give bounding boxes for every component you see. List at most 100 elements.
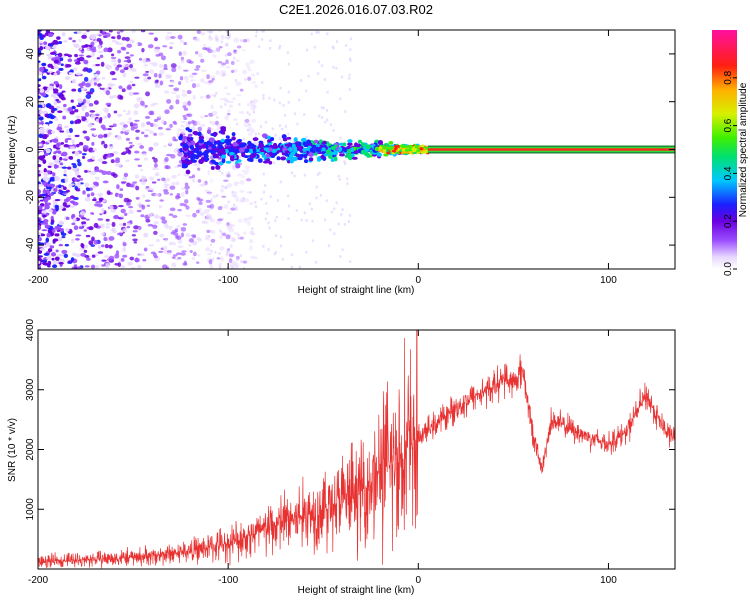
signal-blob	[252, 137, 259, 142]
noise-speckle	[162, 45, 168, 48]
signal-blob	[267, 135, 271, 140]
noise-speckle	[82, 144, 89, 150]
noise-speckle	[165, 35, 171, 41]
noise-speckle	[50, 93, 57, 98]
noise-speckle	[141, 58, 148, 64]
noise-speckle	[59, 227, 64, 232]
noise-speckle	[207, 208, 213, 211]
noise-speckle	[58, 220, 64, 226]
noise-wisp	[234, 78, 238, 82]
colorbar-tick-label: 0.8	[723, 70, 734, 84]
signal-blob	[178, 135, 184, 141]
noise-speckle	[99, 223, 105, 229]
noise-speckle	[163, 90, 170, 94]
noise-speckle	[38, 173, 42, 177]
noise-speckle	[65, 228, 70, 232]
noise-speckle	[48, 85, 54, 91]
noise-speckle	[93, 100, 99, 105]
noise-speckle	[91, 150, 95, 153]
noise-speckle	[184, 182, 189, 186]
noise-speckle	[160, 55, 167, 61]
signal-blob	[209, 137, 215, 143]
noise-wisp	[346, 182, 349, 186]
noise-wisp	[332, 46, 335, 50]
noise-wisp	[303, 173, 307, 177]
signal-blob	[357, 139, 362, 144]
noise-speckle	[114, 159, 121, 164]
noise-speckle	[38, 107, 43, 111]
noise-speckle	[212, 216, 218, 222]
signal-blob	[308, 157, 314, 162]
noise-wisp	[276, 198, 280, 202]
noise-speckle	[103, 115, 109, 119]
noise-speckle	[46, 183, 50, 187]
signal-blob	[221, 158, 226, 164]
noise-speckle	[116, 135, 122, 140]
noise-speckle	[115, 250, 120, 256]
noise-wisp	[305, 135, 308, 139]
noise-speckle	[178, 81, 182, 86]
noise-speckle	[73, 177, 78, 182]
noise-speckle	[210, 177, 215, 183]
noise-speckle	[236, 173, 243, 177]
noise-speckle	[107, 104, 111, 107]
noise-speckle	[240, 48, 245, 53]
noise-speckle	[92, 185, 96, 189]
snr-xtick-label: 0	[416, 575, 422, 586]
noise-speckle	[50, 222, 54, 225]
noise-speckle	[233, 68, 238, 73]
noise-speckle	[168, 74, 172, 79]
noise-speckle	[168, 241, 173, 246]
noise-speckle	[67, 107, 74, 112]
noise-speckle	[175, 99, 180, 105]
noise-speckle	[180, 232, 185, 238]
noise-wisp	[236, 258, 239, 262]
noise-speckle	[176, 192, 181, 196]
noise-speckle	[187, 121, 192, 125]
noise-speckle	[72, 166, 79, 172]
signal-blob	[249, 154, 255, 159]
noise-wisp	[290, 265, 293, 269]
signal-blob	[321, 150, 326, 154]
snr-ytick-label: 1000	[25, 498, 36, 521]
noise-speckle	[129, 63, 134, 69]
noise-speckle	[58, 84, 63, 90]
noise-speckle	[247, 76, 252, 81]
noise-speckle	[89, 87, 95, 94]
noise-speckle	[140, 122, 146, 128]
signal-blob	[214, 155, 219, 159]
noise-wisp	[231, 190, 234, 194]
noise-wisp	[264, 201, 268, 205]
noise-speckle	[113, 214, 119, 219]
noise-speckle	[147, 44, 154, 49]
noise-speckle	[47, 265, 51, 268]
signal-blob	[217, 143, 224, 150]
noise-speckle	[221, 195, 227, 198]
signal-core	[404, 149, 409, 152]
noise-wisp	[268, 96, 271, 100]
noise-wisp	[290, 171, 294, 175]
noise-wisp	[318, 114, 321, 118]
noise-speckle	[82, 98, 87, 104]
signal-blob	[265, 153, 270, 158]
noise-wisp	[252, 110, 256, 114]
noise-speckle	[242, 69, 247, 75]
noise-wisp	[253, 141, 257, 145]
noise-speckle	[202, 44, 207, 47]
noise-speckle	[123, 59, 130, 63]
noise-speckle	[120, 130, 124, 134]
signal-blob	[210, 159, 216, 163]
signal-blob	[225, 160, 232, 164]
noise-speckle	[58, 243, 64, 247]
noise-wisp	[221, 184, 224, 188]
noise-speckle	[73, 59, 79, 62]
noise-speckle	[168, 225, 173, 230]
noise-speckle	[39, 151, 44, 156]
noise-speckle	[168, 139, 173, 145]
noise-speckle	[105, 262, 110, 269]
noise-speckle	[108, 30, 113, 33]
noise-speckle	[78, 54, 84, 57]
noise-wisp	[264, 120, 268, 124]
noise-speckle	[98, 197, 104, 201]
